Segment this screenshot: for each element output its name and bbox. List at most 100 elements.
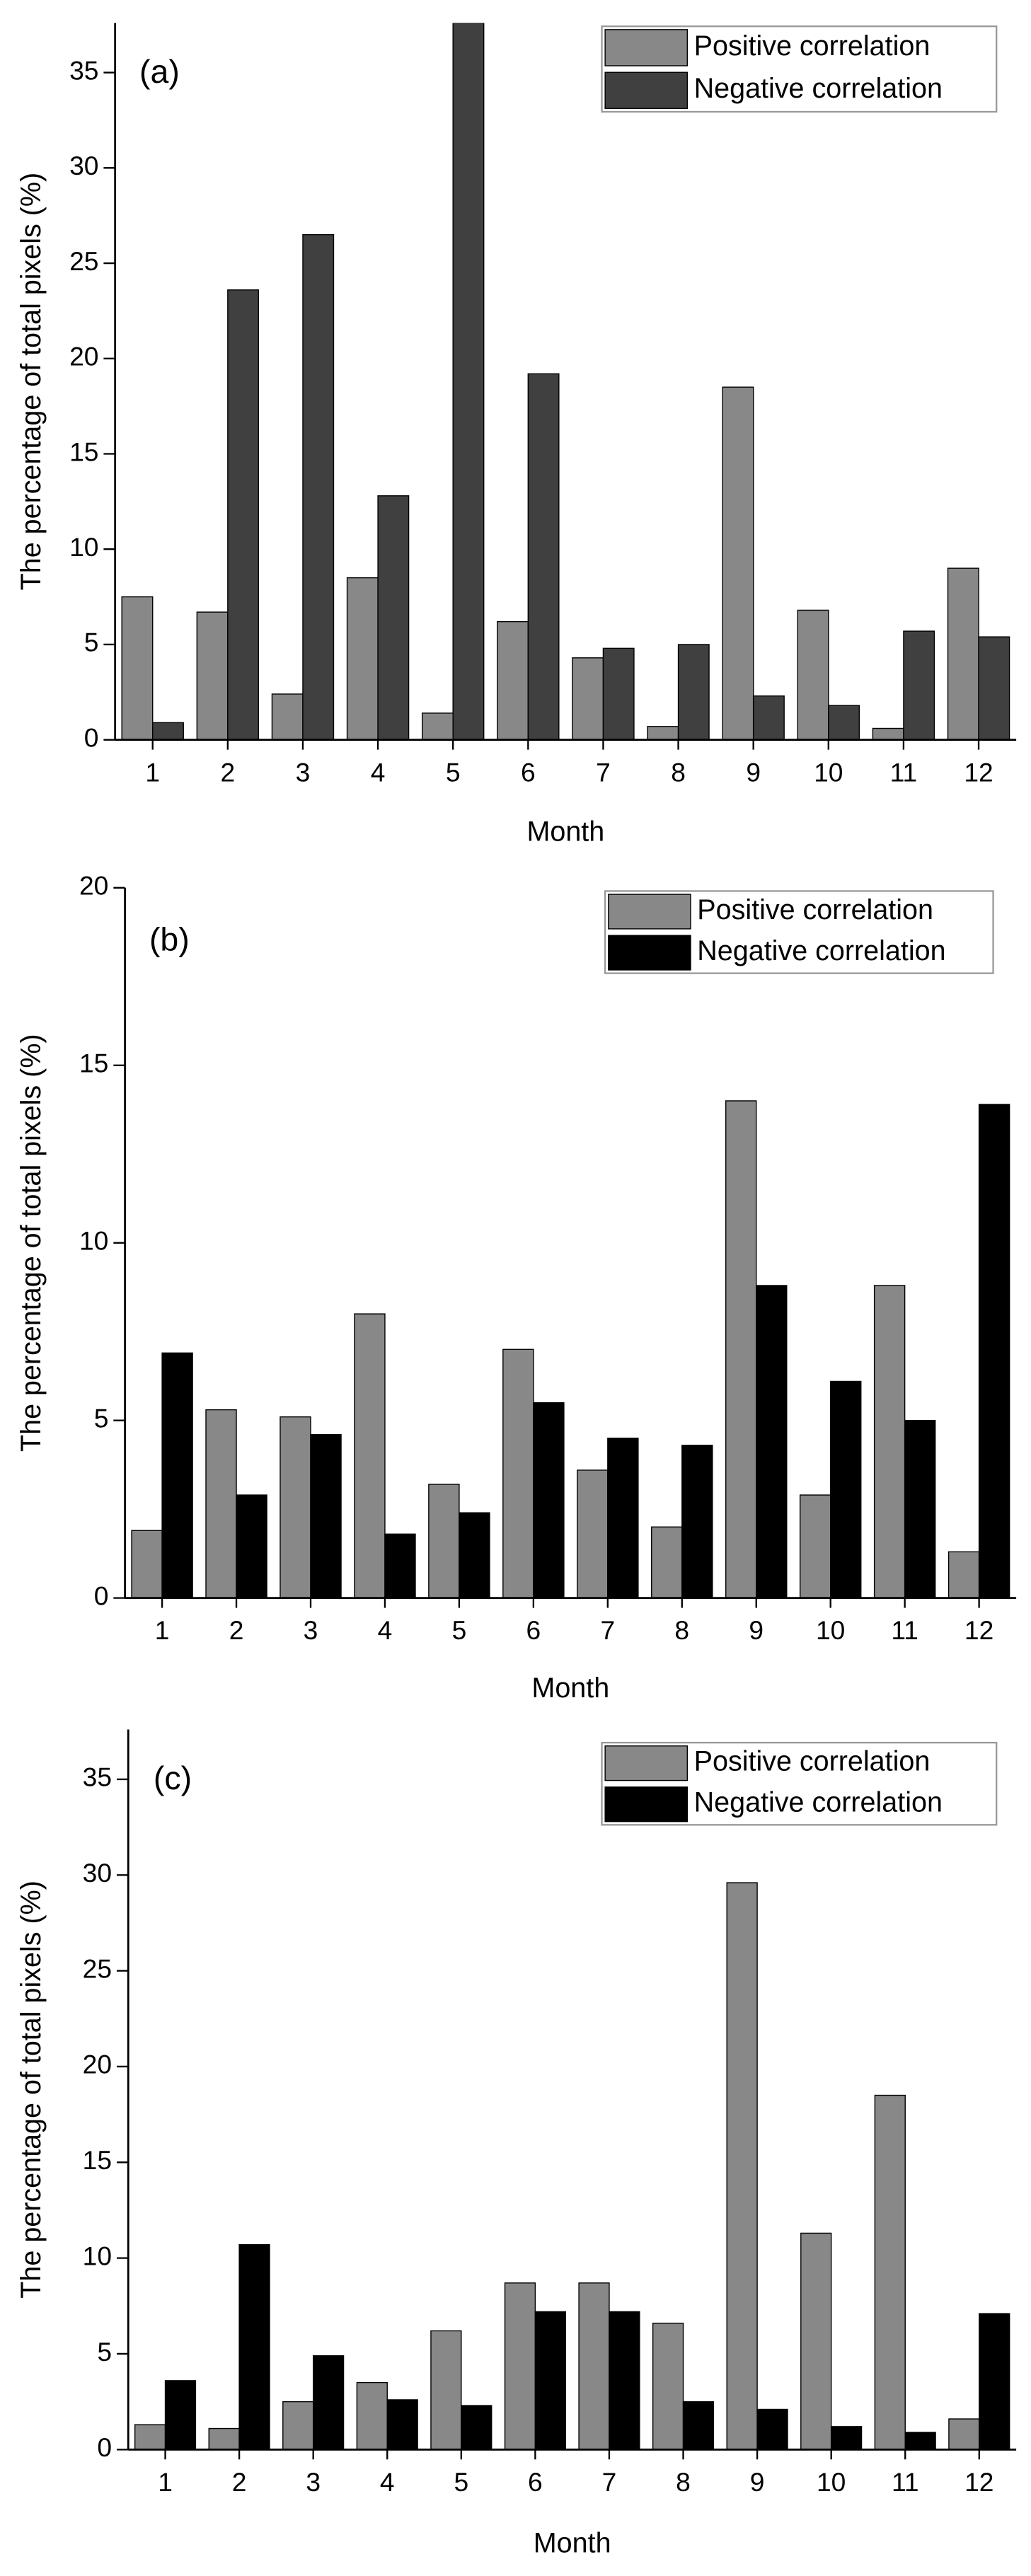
x-tick-label: 12 bbox=[964, 2467, 993, 2497]
bar bbox=[572, 657, 604, 740]
y-tick-label: 15 bbox=[69, 437, 98, 466]
bar bbox=[978, 1104, 1010, 1598]
x-tick-label: 2 bbox=[221, 757, 236, 787]
x-tick-label: 4 bbox=[371, 757, 386, 787]
x-tick-label: 12 bbox=[964, 1615, 993, 1645]
x-tick-label: 5 bbox=[452, 1615, 467, 1645]
x-tick-label: 7 bbox=[600, 1615, 615, 1645]
bar bbox=[421, 712, 454, 740]
bar bbox=[799, 1494, 831, 1598]
x-tick-label: 11 bbox=[891, 1615, 918, 1645]
bar bbox=[280, 1416, 311, 1598]
bar bbox=[904, 1419, 936, 1598]
x-tick-label: 6 bbox=[526, 1615, 541, 1645]
x-tick-label: 11 bbox=[892, 2467, 919, 2497]
bar bbox=[533, 1402, 565, 1598]
bar bbox=[152, 722, 184, 740]
legend: Positive correlation Negative correlation bbox=[601, 1741, 998, 1826]
x-tick-label: 10 bbox=[816, 1615, 845, 1645]
bar bbox=[205, 1409, 237, 1598]
bar bbox=[681, 1445, 713, 1598]
bars bbox=[121, 23, 1010, 740]
bar bbox=[196, 611, 229, 740]
bar bbox=[131, 1530, 163, 1598]
bars bbox=[134, 1882, 1010, 2450]
bar bbox=[208, 2427, 240, 2450]
bar bbox=[577, 1469, 609, 1598]
y-tick-label: 0 bbox=[97, 2432, 112, 2462]
legend-swatch bbox=[604, 29, 689, 67]
x-axis-title: Month bbox=[526, 816, 604, 848]
bar bbox=[651, 1526, 683, 1598]
y-tick-label: 15 bbox=[83, 2145, 112, 2175]
bar bbox=[979, 2313, 1010, 2450]
bar bbox=[161, 1352, 193, 1598]
bar bbox=[527, 373, 560, 740]
bar bbox=[504, 2282, 536, 2450]
bar bbox=[752, 695, 785, 740]
x-tick-label: 1 bbox=[145, 757, 160, 787]
y-tick-label: 25 bbox=[83, 1953, 112, 1983]
legend-label: Negative correlation bbox=[697, 935, 945, 966]
bars bbox=[131, 1100, 1010, 1598]
bar bbox=[459, 1512, 490, 1598]
bar bbox=[682, 2401, 715, 2450]
bar bbox=[384, 1533, 416, 1598]
bar bbox=[647, 726, 679, 740]
bar bbox=[874, 2094, 906, 2450]
legend-label: Negative correlation bbox=[694, 73, 943, 104]
legend-label: Negative correlation bbox=[694, 1787, 943, 1818]
x-tick-label: 4 bbox=[380, 2467, 395, 2497]
bar bbox=[948, 1551, 980, 1598]
bar bbox=[756, 2408, 788, 2450]
x-tick-label: 7 bbox=[602, 2467, 617, 2497]
legend-label: Positive correlation bbox=[694, 30, 931, 62]
bar bbox=[904, 2432, 936, 2450]
y-tick-label: 0 bbox=[94, 1581, 109, 1610]
bar bbox=[829, 1380, 862, 1598]
y-tick-label: 5 bbox=[84, 628, 99, 657]
bar bbox=[607, 1438, 639, 1598]
bar bbox=[534, 2311, 566, 2450]
legend: Positive correlation Negative correlation bbox=[601, 25, 998, 113]
bar bbox=[238, 2243, 270, 2450]
panel-label: (c) bbox=[154, 1760, 192, 1796]
y-tick-label: 10 bbox=[69, 532, 98, 562]
y-tick-label: 35 bbox=[69, 55, 98, 85]
bar bbox=[872, 727, 904, 740]
y-tick-label: 20 bbox=[79, 871, 108, 901]
panel-label: (b) bbox=[149, 921, 190, 958]
bar bbox=[797, 609, 829, 740]
y-tick-label: 10 bbox=[79, 1226, 108, 1256]
bar bbox=[602, 647, 635, 740]
y-tick-label: 5 bbox=[94, 1403, 109, 1433]
legend: Positive correlation Negative correlation bbox=[604, 890, 994, 974]
bar bbox=[310, 1434, 342, 1598]
bar bbox=[452, 23, 485, 740]
bar bbox=[578, 2282, 610, 2450]
y-tick-label: 5 bbox=[97, 2337, 112, 2367]
bar bbox=[386, 2399, 418, 2450]
bar bbox=[725, 1100, 757, 1598]
x-tick-label: 6 bbox=[521, 757, 536, 787]
x-tick-label: 9 bbox=[746, 757, 761, 787]
legend-label: Positive correlation bbox=[694, 1746, 931, 1777]
bar bbox=[947, 567, 979, 740]
bar bbox=[377, 495, 410, 740]
y-tick-label: 30 bbox=[69, 151, 98, 180]
bar bbox=[121, 596, 154, 740]
x-tick-label: 3 bbox=[296, 757, 311, 787]
x-tick-label: 11 bbox=[890, 757, 918, 787]
bar bbox=[312, 2355, 345, 2450]
x-tick-label: 2 bbox=[229, 1615, 244, 1645]
bar bbox=[428, 1484, 460, 1598]
x-tick-label: 9 bbox=[750, 2467, 765, 2497]
bar bbox=[677, 644, 710, 740]
bar bbox=[282, 2401, 314, 2450]
legend-label: Positive correlation bbox=[697, 894, 933, 925]
x-tick-label: 12 bbox=[964, 757, 993, 787]
